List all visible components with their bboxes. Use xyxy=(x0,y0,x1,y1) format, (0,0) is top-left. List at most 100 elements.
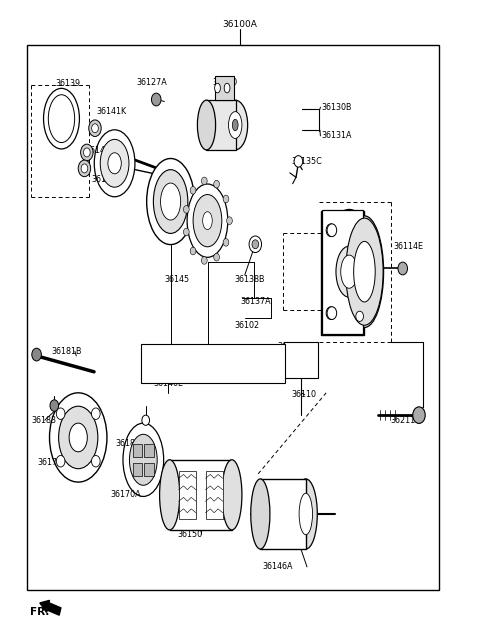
Bar xyxy=(179,470,196,519)
Circle shape xyxy=(214,180,219,188)
Ellipse shape xyxy=(187,184,228,258)
Text: FR.: FR. xyxy=(30,606,50,617)
Circle shape xyxy=(142,415,150,426)
Bar xyxy=(284,342,319,378)
Circle shape xyxy=(214,254,219,261)
Ellipse shape xyxy=(49,393,107,482)
Circle shape xyxy=(326,224,336,236)
Bar xyxy=(27,45,439,590)
Circle shape xyxy=(81,144,93,161)
Ellipse shape xyxy=(154,170,188,233)
Ellipse shape xyxy=(203,212,212,229)
Text: 36150: 36150 xyxy=(177,530,202,539)
Text: 36146A: 36146A xyxy=(262,562,293,571)
Text: 36141K: 36141K xyxy=(85,146,116,155)
Text: 36110: 36110 xyxy=(292,390,317,399)
Ellipse shape xyxy=(224,83,230,93)
Text: 36141K: 36141K xyxy=(96,107,127,116)
Circle shape xyxy=(356,311,363,321)
Circle shape xyxy=(152,93,161,106)
Text: 36183: 36183 xyxy=(32,416,57,425)
Ellipse shape xyxy=(294,479,317,549)
Ellipse shape xyxy=(147,158,194,245)
Ellipse shape xyxy=(323,210,375,334)
Circle shape xyxy=(249,236,262,252)
Text: 36127A: 36127A xyxy=(136,78,167,87)
Ellipse shape xyxy=(345,216,384,327)
Circle shape xyxy=(89,120,101,137)
Circle shape xyxy=(327,307,336,320)
Circle shape xyxy=(190,247,196,255)
Ellipse shape xyxy=(160,183,180,220)
Ellipse shape xyxy=(197,100,216,150)
Ellipse shape xyxy=(223,100,248,150)
Text: 36137A: 36137A xyxy=(240,297,271,306)
Circle shape xyxy=(183,206,189,213)
Ellipse shape xyxy=(232,119,238,131)
Text: 36170A: 36170A xyxy=(111,489,142,498)
Circle shape xyxy=(223,238,229,246)
Circle shape xyxy=(202,177,207,185)
Circle shape xyxy=(32,348,41,361)
Circle shape xyxy=(183,228,189,236)
Ellipse shape xyxy=(44,88,79,149)
Text: 36114E: 36114E xyxy=(393,242,423,250)
Text: 36138B: 36138B xyxy=(234,275,265,284)
Text: 36112H: 36112H xyxy=(277,343,308,351)
Ellipse shape xyxy=(108,153,121,174)
Ellipse shape xyxy=(130,435,157,485)
Circle shape xyxy=(398,262,408,275)
Circle shape xyxy=(252,240,259,249)
Text: 36139: 36139 xyxy=(56,79,81,88)
Ellipse shape xyxy=(215,83,220,93)
Bar xyxy=(144,463,154,475)
Ellipse shape xyxy=(299,493,312,535)
Bar xyxy=(169,460,232,530)
Ellipse shape xyxy=(336,246,362,297)
Text: 36182: 36182 xyxy=(116,439,141,448)
Ellipse shape xyxy=(94,130,135,197)
Ellipse shape xyxy=(59,406,98,468)
Ellipse shape xyxy=(123,423,164,497)
Ellipse shape xyxy=(222,460,242,530)
Circle shape xyxy=(413,407,425,424)
Ellipse shape xyxy=(100,139,129,187)
Circle shape xyxy=(294,156,303,167)
Circle shape xyxy=(223,195,229,203)
Circle shape xyxy=(190,187,196,194)
Bar xyxy=(141,344,285,383)
Ellipse shape xyxy=(228,112,242,139)
Bar xyxy=(133,444,143,457)
Circle shape xyxy=(327,224,336,236)
Text: 36145: 36145 xyxy=(164,275,190,284)
FancyArrow shape xyxy=(40,601,61,615)
Circle shape xyxy=(56,456,65,467)
Ellipse shape xyxy=(251,479,270,549)
Text: 36120: 36120 xyxy=(212,78,237,87)
Bar xyxy=(205,470,223,519)
Text: 36102: 36102 xyxy=(234,321,259,330)
Text: 36140E: 36140E xyxy=(153,379,183,388)
Circle shape xyxy=(326,307,336,320)
Circle shape xyxy=(227,217,232,224)
Bar xyxy=(215,76,234,100)
Text: 36141K: 36141K xyxy=(92,174,122,184)
Text: 36100A: 36100A xyxy=(223,20,257,29)
Ellipse shape xyxy=(48,95,74,142)
Text: 36131A: 36131A xyxy=(322,132,352,141)
Bar xyxy=(133,463,143,475)
Circle shape xyxy=(50,400,59,412)
Circle shape xyxy=(56,408,65,419)
Circle shape xyxy=(84,148,90,157)
Circle shape xyxy=(202,257,207,265)
Circle shape xyxy=(78,160,91,176)
Ellipse shape xyxy=(346,218,383,325)
Text: 36211: 36211 xyxy=(390,416,415,425)
Bar xyxy=(144,444,154,457)
Bar xyxy=(323,210,363,334)
Circle shape xyxy=(92,456,100,467)
Circle shape xyxy=(92,124,98,133)
Bar xyxy=(322,211,364,335)
Text: 36130B: 36130B xyxy=(322,103,352,112)
Circle shape xyxy=(81,164,88,173)
